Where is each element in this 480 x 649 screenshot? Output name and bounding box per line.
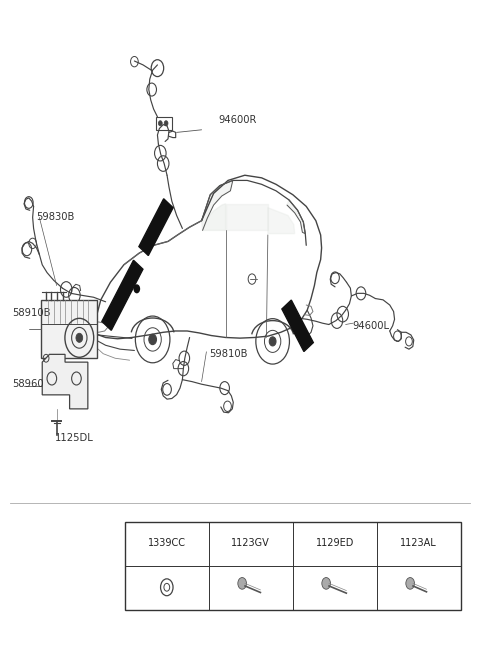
Text: 59830B: 59830B <box>36 212 74 223</box>
Circle shape <box>133 284 140 293</box>
Text: 58960: 58960 <box>12 379 44 389</box>
Text: 1129ED: 1129ED <box>316 539 354 548</box>
Bar <box>156 117 172 130</box>
Bar <box>41 300 97 358</box>
Circle shape <box>149 334 156 345</box>
FancyArrow shape <box>139 199 173 256</box>
Polygon shape <box>202 180 233 230</box>
Bar <box>125 522 461 610</box>
Text: 58910B: 58910B <box>12 308 50 318</box>
Circle shape <box>164 121 168 126</box>
Text: 1123GV: 1123GV <box>231 539 270 548</box>
Circle shape <box>76 333 83 342</box>
Text: 1125DL: 1125DL <box>55 433 94 443</box>
Text: 1339CC: 1339CC <box>148 539 186 548</box>
Circle shape <box>406 578 415 589</box>
Circle shape <box>269 337 276 346</box>
Circle shape <box>322 578 330 589</box>
Polygon shape <box>42 354 88 409</box>
Polygon shape <box>287 200 305 234</box>
Polygon shape <box>226 204 268 230</box>
Text: 1123AL: 1123AL <box>400 539 437 548</box>
Polygon shape <box>268 208 295 234</box>
Polygon shape <box>203 204 226 230</box>
Text: 94600L: 94600L <box>353 321 390 331</box>
Circle shape <box>238 578 247 589</box>
FancyArrow shape <box>102 260 143 330</box>
Text: 59810B: 59810B <box>209 349 247 359</box>
FancyArrow shape <box>282 300 313 352</box>
Text: 94600R: 94600R <box>218 115 257 125</box>
Circle shape <box>158 121 162 126</box>
